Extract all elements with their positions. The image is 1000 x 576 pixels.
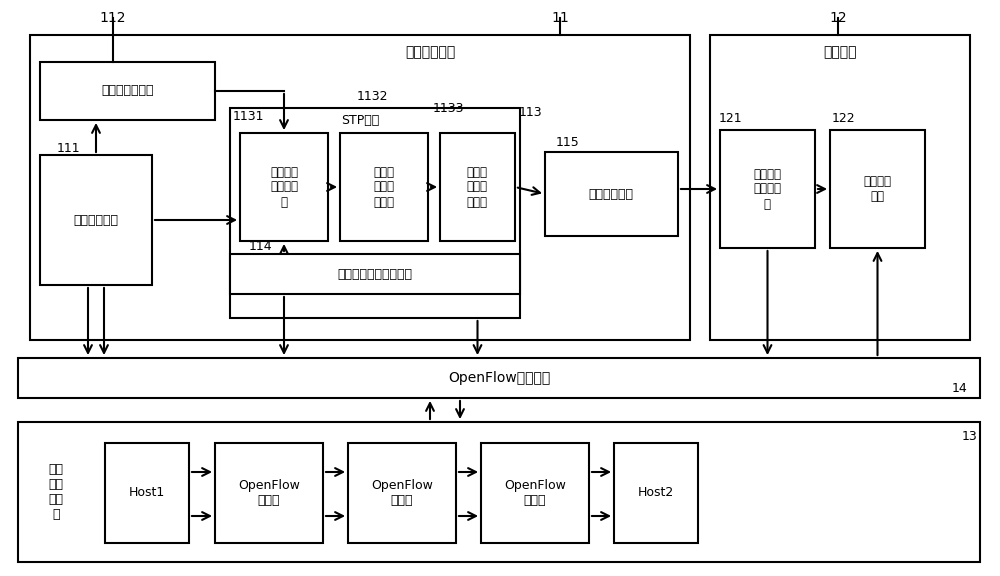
Text: OpenFlow
交换机: OpenFlow 交换机 [371, 479, 433, 507]
Bar [710, 35, 970, 340]
Text: 网络
交换
机模
块: 网络 交换 机模 块 [48, 463, 64, 521]
Text: STP模块: STP模块 [341, 113, 379, 127]
Bar [340, 133, 428, 241]
Text: 122: 122 [831, 112, 855, 124]
Text: OpenFlow
交换机: OpenFlow 交换机 [504, 479, 566, 507]
Text: 最小生成
树算法单
元: 最小生成 树算法单 元 [270, 165, 298, 209]
Text: 114: 114 [248, 241, 272, 253]
Bar [230, 108, 520, 318]
Bar [30, 35, 690, 340]
Text: 113: 113 [518, 107, 542, 119]
Text: 拓扑结构模块: 拓扑结构模块 [588, 188, 634, 200]
Bar [830, 130, 925, 248]
Text: 地址学习
单元: 地址学习 单元 [863, 175, 891, 203]
Bar [40, 62, 215, 120]
Bar [720, 130, 815, 248]
Text: 链路连接对应表: 链路连接对应表 [102, 85, 154, 97]
Text: 14: 14 [952, 381, 968, 395]
Bar [105, 443, 189, 543]
Text: 111: 111 [56, 142, 80, 154]
Text: 12: 12 [829, 11, 847, 25]
Text: OpenFlow
交换机: OpenFlow 交换机 [238, 479, 300, 507]
Bar [230, 254, 520, 294]
Bar [348, 443, 456, 543]
Text: 生成树
结构存
储单元: 生成树 结构存 储单元 [374, 165, 394, 209]
Bar [440, 133, 515, 241]
Bar [240, 133, 328, 241]
Text: 网络负载情况统计模块: 网络负载情况统计模块 [338, 267, 413, 281]
Text: 选路模块: 选路模块 [823, 45, 857, 59]
Text: 121: 121 [718, 112, 742, 124]
Text: 11: 11 [551, 11, 569, 25]
Bar [18, 422, 980, 562]
Text: 链路发现模块: 链路发现模块 [74, 214, 119, 226]
Text: 115: 115 [556, 135, 580, 149]
Bar [481, 443, 589, 543]
Text: 拓扑识别模块: 拓扑识别模块 [405, 45, 455, 59]
Text: Host1: Host1 [129, 487, 165, 499]
Bar [545, 152, 678, 236]
Bar [40, 155, 152, 285]
Bar [18, 358, 980, 398]
Text: 交换机
端口配
置单元: 交换机 端口配 置单元 [466, 165, 488, 209]
Text: OpenFlow协议模块: OpenFlow协议模块 [448, 371, 550, 385]
Text: 13: 13 [962, 430, 978, 444]
Text: 1131: 1131 [232, 109, 264, 123]
Text: 1132: 1132 [356, 90, 388, 104]
Bar [614, 443, 698, 543]
Text: Host2: Host2 [638, 487, 674, 499]
Text: 112: 112 [100, 11, 126, 25]
Bar [215, 443, 323, 543]
Text: 地址端口
映射表单
元: 地址端口 映射表单 元 [753, 168, 781, 210]
Text: 1133: 1133 [432, 101, 464, 115]
